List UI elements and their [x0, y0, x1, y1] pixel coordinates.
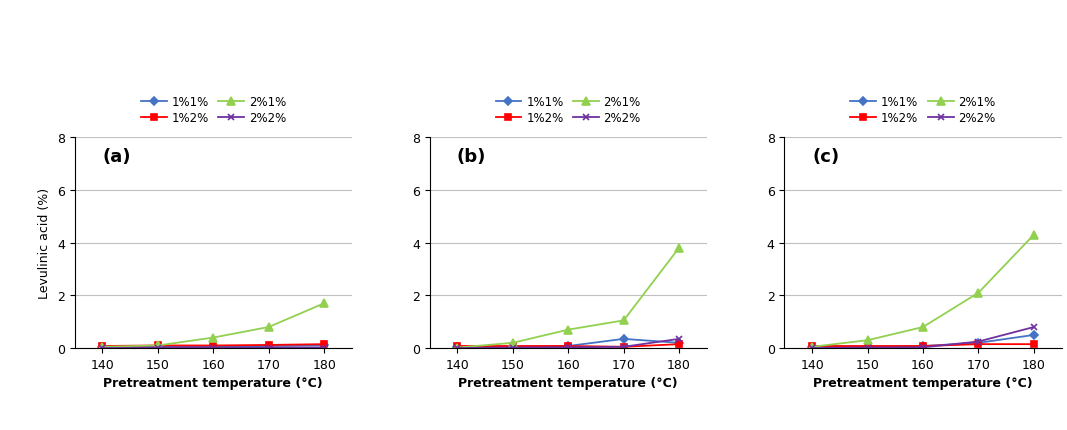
Legend: 1%1%, 1%2%, 2%1%, 2%2%: 1%1%, 1%2%, 2%1%, 2%2%: [493, 93, 643, 128]
X-axis label: Pretreatment temperature (°C): Pretreatment temperature (°C): [813, 377, 1033, 390]
X-axis label: Pretreatment temperature (°C): Pretreatment temperature (°C): [459, 377, 678, 390]
X-axis label: Pretreatment temperature (°C): Pretreatment temperature (°C): [103, 377, 323, 390]
Legend: 1%1%, 1%2%, 2%1%, 2%2%: 1%1%, 1%2%, 2%1%, 2%2%: [139, 93, 288, 128]
Y-axis label: Levulinic acid (%): Levulinic acid (%): [38, 187, 51, 298]
Text: (c): (c): [812, 148, 840, 166]
Legend: 1%1%, 1%2%, 2%1%, 2%2%: 1%1%, 1%2%, 2%1%, 2%2%: [848, 93, 998, 128]
Text: (b): (b): [457, 148, 485, 166]
Text: (a): (a): [102, 148, 130, 166]
